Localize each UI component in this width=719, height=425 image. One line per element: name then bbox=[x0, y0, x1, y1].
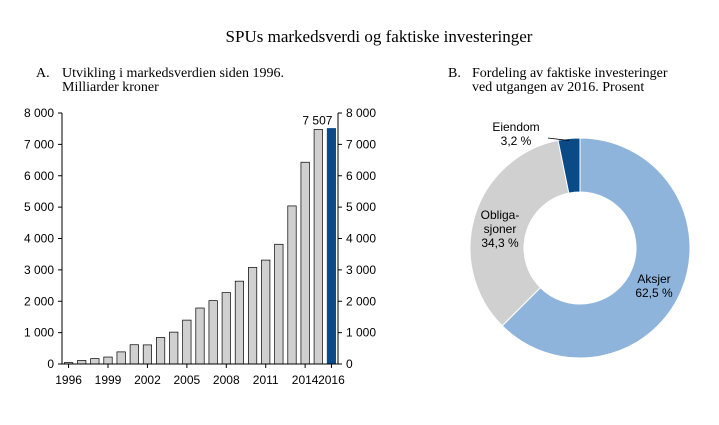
y-tick-label-left: 4 000 bbox=[24, 232, 54, 246]
slice-label-obligasjoner: Obliga-sjoner 34,3 % bbox=[481, 208, 520, 250]
slice-label-aksjer: Aksjer 62,5 % bbox=[635, 272, 673, 300]
x-tick-label: 2008 bbox=[213, 373, 240, 387]
y-tick-label-left: 0 bbox=[47, 357, 54, 371]
figure-title: SPUs markedsverdi og faktiske investerin… bbox=[226, 27, 533, 46]
x-tick-label: 2005 bbox=[174, 373, 201, 387]
y-tick-label-right: 5 000 bbox=[346, 200, 376, 214]
x-tick-label: 2014 bbox=[292, 373, 319, 387]
bar-data-label: 7 507 bbox=[302, 113, 332, 127]
eiendom-leader-line bbox=[547, 137, 570, 141]
y-tick-label-right: 1 000 bbox=[346, 326, 376, 340]
y-tick-label-left: 7 000 bbox=[24, 137, 54, 151]
bar-2006 bbox=[195, 307, 205, 365]
y-tick-label-right: 8 000 bbox=[346, 106, 376, 120]
bar-1997 bbox=[77, 360, 87, 365]
y-tick-label-left: 3 000 bbox=[24, 263, 54, 277]
x-tick-label: 1999 bbox=[95, 373, 122, 387]
y-tick-label-right: 3 000 bbox=[346, 263, 376, 277]
x-tick-label: 2016 bbox=[318, 373, 345, 387]
panel-b-letter: B. bbox=[448, 66, 461, 81]
bar-2005 bbox=[182, 319, 192, 365]
x-tick-label: 2011 bbox=[253, 373, 279, 387]
y-tick-label-right: 7 000 bbox=[346, 137, 376, 151]
y-tick-label-left: 2 000 bbox=[24, 294, 54, 308]
bar-1998 bbox=[90, 358, 100, 365]
bar-2000 bbox=[116, 351, 126, 365]
bar-2013 bbox=[287, 205, 297, 365]
slice-obligasjoner bbox=[469, 139, 570, 327]
y-tick-label-left: 1 000 bbox=[24, 326, 54, 340]
panel-b-title-line-2: ved utgangen av 2016. Prosent bbox=[472, 80, 644, 95]
bar-2008 bbox=[221, 292, 231, 365]
panel-a-title-line-1: Utvikling i markedsverdien siden 1996. bbox=[62, 66, 284, 81]
panel-a-title-line-2: Milliarder kroner bbox=[62, 80, 159, 95]
bar-2011 bbox=[261, 259, 271, 365]
y-tick-label-left: 6 000 bbox=[24, 169, 54, 183]
bar-2012 bbox=[274, 243, 284, 365]
panel-a-letter: A. bbox=[36, 66, 50, 81]
bar-2016 bbox=[326, 128, 336, 365]
y-tick-label-right: 0 bbox=[346, 357, 353, 371]
y-tick-label-right: 6 000 bbox=[346, 169, 376, 183]
bar-2007 bbox=[208, 300, 218, 365]
slice-label-eiendom: Eiendom 3,2 % bbox=[492, 120, 539, 148]
y-tick-label-right: 4 000 bbox=[346, 232, 376, 246]
bar-chart-panel: A. Utvikling i markedsverdien siden 1996… bbox=[24, 66, 376, 387]
bar-2010 bbox=[248, 267, 258, 365]
panel-b-title-line-1: Fordeling av faktiske investeringer bbox=[472, 66, 668, 81]
y-tick-label-left: 5 000 bbox=[24, 200, 54, 214]
bar-2003 bbox=[156, 337, 166, 365]
bar-2002 bbox=[142, 344, 152, 365]
x-tick-label: 2002 bbox=[134, 373, 161, 387]
donut-chart-panel: B. Fordeling av faktiske investeringer v… bbox=[448, 66, 691, 359]
bar-2004 bbox=[169, 331, 179, 365]
bar-2009 bbox=[234, 280, 244, 365]
bar-1999 bbox=[103, 356, 113, 365]
slice-eiendom bbox=[557, 137, 581, 194]
bar-2014 bbox=[300, 161, 310, 365]
y-tick-label-right: 2 000 bbox=[346, 294, 376, 308]
x-tick-label: 1996 bbox=[55, 373, 82, 387]
bar-2001 bbox=[129, 344, 139, 365]
bar-2015 bbox=[313, 129, 323, 365]
y-tick-label-left: 8 000 bbox=[24, 106, 54, 120]
slice-aksjer bbox=[501, 137, 691, 359]
